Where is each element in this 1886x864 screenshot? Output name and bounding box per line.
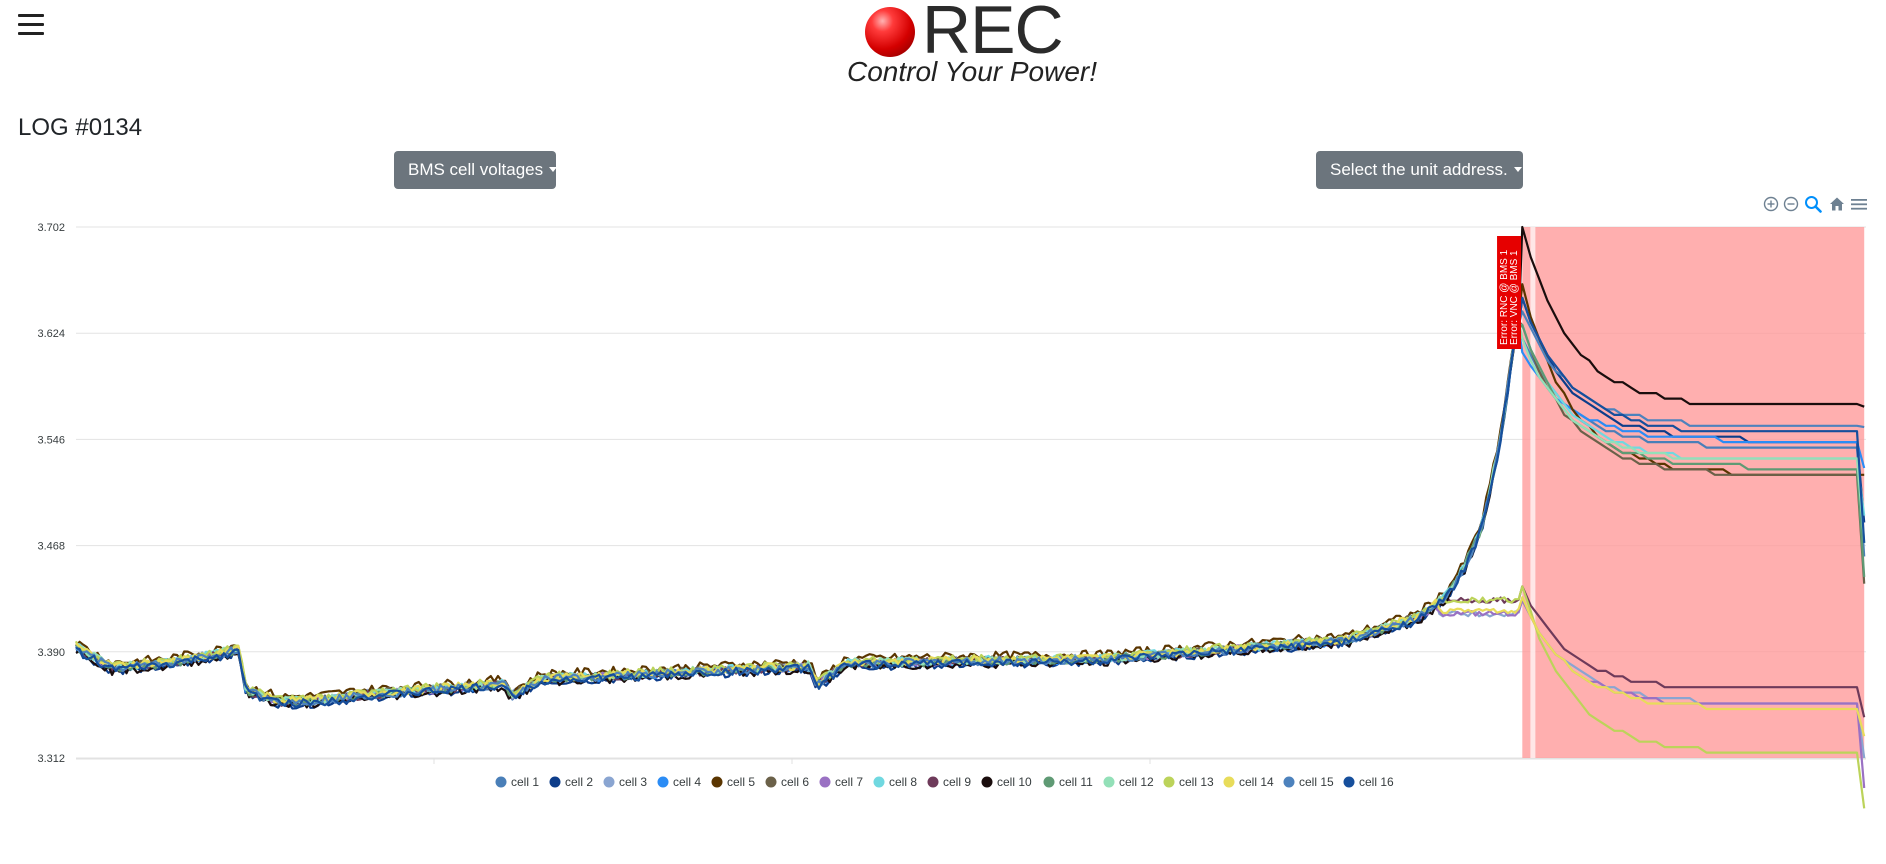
legend-item-cell-16[interactable]: cell 16: [1343, 775, 1395, 789]
legend-item-cell-7[interactable]: cell 7: [819, 775, 864, 789]
legend-marker: [711, 776, 723, 788]
selection-zoom-icon[interactable]: [1804, 195, 1822, 213]
legend-marker: [765, 776, 777, 788]
legend-label: cell 9: [943, 775, 971, 789]
cell-voltage-chart[interactable]: 3.702 3.624 3.546 3.468 3.390 3.312 Error: RN…: [0, 190, 1886, 810]
logo-ball-icon: [865, 7, 915, 57]
error-annotation-text: Error: RNC @ BMS 1: [1499, 249, 1510, 345]
legend-label: cell 3: [619, 775, 647, 789]
zoom-in-icon[interactable]: [1762, 195, 1780, 213]
legend-item-cell-2[interactable]: cell 2: [549, 775, 594, 789]
legend-marker: [819, 776, 831, 788]
legend-item-cell-9[interactable]: cell 9: [927, 775, 972, 789]
legend-marker: [1163, 776, 1175, 788]
chart-legend: cell 1 cell 2 cell 3 cell 4 cell 5 cell 6 cell…: [495, 775, 1395, 789]
legend-marker: [1043, 776, 1055, 788]
legend-item-cell-1[interactable]: cell 1: [495, 775, 540, 789]
legend-label: cell 1: [511, 775, 539, 789]
unit-address-dropdown[interactable]: Select the unit address.: [1316, 151, 1523, 189]
legend-marker: [981, 776, 993, 788]
alarm-shaded-region: [1522, 227, 1865, 758]
legend-item-cell-3[interactable]: cell 3: [603, 775, 648, 789]
legend-marker: [495, 776, 507, 788]
legend-label: cell 7: [835, 775, 863, 789]
legend-label: cell 2: [565, 775, 593, 789]
y-tick-label: 3.312: [37, 753, 65, 765]
legend-label: cell 6: [781, 775, 809, 789]
unit-address-dropdown-label: Select the unit address.: [1330, 160, 1508, 179]
data-type-dropdown[interactable]: BMS cell voltages: [394, 151, 558, 189]
legend-item-cell-11[interactable]: cell 11: [1043, 775, 1094, 789]
legend-label: cell 8: [889, 775, 917, 789]
legend-marker: [1283, 776, 1295, 788]
legend-label: cell 4: [673, 775, 701, 789]
error-annotation-box: [1497, 236, 1522, 349]
legend-item-cell-13[interactable]: cell 13: [1163, 775, 1215, 789]
y-tick-label: 3.702: [37, 222, 65, 234]
legend-label: cell 13: [1179, 775, 1214, 789]
error-annotations: Error: RNC @ BMS 1 Error: VNC @ BMS 1: [1497, 236, 1522, 349]
brand-logo: REC Control Your Power!: [847, 0, 1097, 90]
legend-marker: [1223, 776, 1235, 788]
reset-home-icon[interactable]: [1828, 195, 1846, 213]
zoom-out-icon[interactable]: [1782, 195, 1800, 213]
alarm-gap: [1530, 227, 1536, 758]
legend-label: cell 5: [727, 775, 755, 789]
y-tick-label: 3.468: [37, 541, 65, 553]
legend-label: cell 16: [1359, 775, 1394, 789]
y-tick-label: 3.546: [37, 434, 65, 446]
legend-item-cell-10[interactable]: cell 10: [981, 775, 1033, 789]
legend-item-cell-6[interactable]: cell 6: [765, 775, 810, 789]
legend-item-cell-8[interactable]: cell 8: [873, 775, 918, 789]
legend-marker: [873, 776, 885, 788]
legend-label: cell 14: [1239, 775, 1274, 789]
legend-label: cell 11: [1059, 775, 1093, 789]
chevron-down-icon: [549, 167, 558, 172]
legend-item-cell-5[interactable]: cell 5: [711, 775, 756, 789]
legend-marker: [927, 776, 939, 788]
series-line-cell-16: [75, 296, 1866, 709]
legend-label: cell 15: [1299, 775, 1334, 789]
legend-item-cell-4[interactable]: cell 4: [657, 775, 702, 789]
y-axis: 3.702 3.624 3.546 3.468 3.390 3.312: [37, 222, 65, 765]
alarm-band: [1522, 227, 1865, 758]
legend-label: cell 12: [1119, 775, 1154, 789]
page-title: LOG #0134: [18, 114, 143, 141]
legend-item-cell-14[interactable]: cell 14: [1223, 775, 1275, 789]
chevron-down-icon: [1513, 167, 1522, 172]
plot-area: [74, 225, 1866, 809]
legend-marker: [603, 776, 615, 788]
y-tick-label: 3.624: [37, 328, 65, 340]
legend-marker: [1103, 776, 1115, 788]
logo-tagline: Control Your Power!: [846, 56, 1098, 87]
logo-text: REC: [922, 0, 1064, 68]
legend-label: cell 10: [997, 775, 1032, 789]
y-tick-label: 3.390: [37, 647, 65, 659]
legend-marker: [1343, 776, 1355, 788]
legend-item-cell-15[interactable]: cell 15: [1283, 775, 1335, 789]
menu-icon[interactable]: [1850, 195, 1868, 213]
error-annotation-text: Error: VNC @ BMS 1: [1509, 250, 1520, 345]
legend-item-cell-12[interactable]: cell 12: [1103, 775, 1155, 789]
hamburger-menu-icon[interactable]: [18, 14, 44, 36]
legend-marker: [549, 776, 561, 788]
legend-marker: [657, 776, 669, 788]
data-type-dropdown-label: BMS cell voltages: [408, 160, 544, 179]
